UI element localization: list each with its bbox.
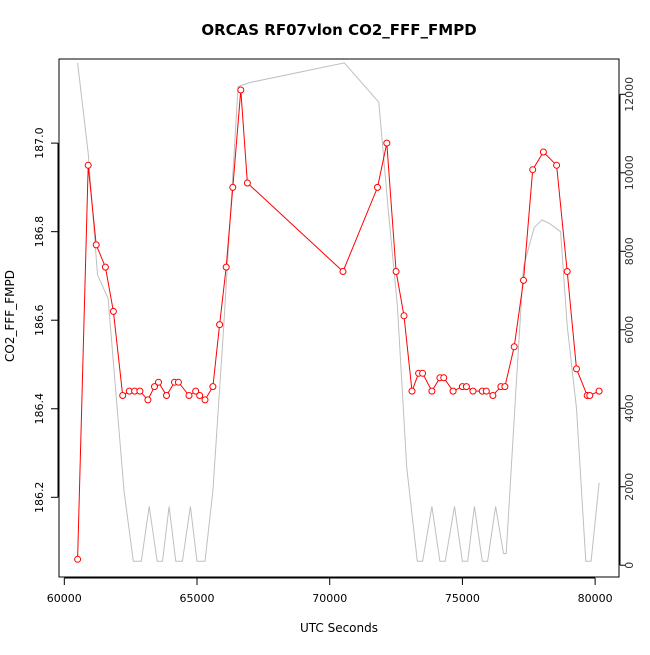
data-point xyxy=(163,392,170,399)
data-point xyxy=(339,268,347,275)
data-point xyxy=(400,312,408,320)
y2-tick-label: 10000 xyxy=(623,155,636,190)
data-point xyxy=(440,374,448,382)
data-point xyxy=(489,392,497,399)
data-point xyxy=(529,166,537,174)
y2-tick-label: 4000 xyxy=(623,394,636,422)
y-tick-label: 186.8 xyxy=(33,216,46,248)
data-point xyxy=(573,365,580,373)
data-point xyxy=(209,383,217,391)
plot-frame xyxy=(58,58,620,578)
data-point xyxy=(392,268,400,275)
data-point xyxy=(462,383,470,391)
y-tick-label: 186.6 xyxy=(33,304,46,336)
data-point xyxy=(563,268,571,275)
data-point xyxy=(229,183,237,191)
data-point xyxy=(501,383,509,391)
data-point xyxy=(84,161,92,169)
data-point xyxy=(216,321,224,329)
y-tick-label: 186.2 xyxy=(33,482,46,514)
y2-tick-label: 8000 xyxy=(623,237,636,265)
data-point xyxy=(151,383,158,391)
data-point xyxy=(136,387,144,395)
data-point xyxy=(449,387,457,395)
data-point xyxy=(201,396,209,404)
secondary-series-line xyxy=(77,62,600,562)
data-point xyxy=(595,387,603,395)
x-tick-label: 75000 xyxy=(445,592,480,605)
data-point xyxy=(510,343,518,351)
y2-tick-label: 12000 xyxy=(623,77,636,112)
data-point xyxy=(74,555,82,563)
data-point xyxy=(109,307,117,315)
y-tick-label: 187.0 xyxy=(33,127,46,159)
data-point xyxy=(482,387,490,395)
x-tick-label: 60000 xyxy=(47,592,82,605)
data-point xyxy=(185,392,193,399)
y-axis-label: CO2_FFF_FMPD xyxy=(3,270,17,362)
x-tick-label: 65000 xyxy=(180,592,215,605)
data-point xyxy=(101,263,109,271)
x-tick-label: 80000 xyxy=(578,592,613,605)
data-point xyxy=(428,387,436,395)
data-point xyxy=(419,369,427,377)
data-point xyxy=(155,378,162,386)
data-point xyxy=(374,183,381,191)
series-layer xyxy=(74,62,603,563)
data-point xyxy=(237,86,245,94)
axes: 60000 65000 70000 75000 80000186.2186.4186.6… xyxy=(33,77,636,605)
data-point xyxy=(383,139,391,147)
x-axis-label: UTC Seconds xyxy=(300,621,378,635)
data-point xyxy=(586,392,594,399)
chart-title: ORCAS RF07vlon CO2_FFF_FMPD xyxy=(201,21,476,39)
data-point xyxy=(243,179,251,187)
data-point xyxy=(469,387,477,395)
y-tick-label: 186.4 xyxy=(33,393,46,425)
y2-tick-label: 6000 xyxy=(623,316,636,344)
data-point xyxy=(174,378,182,386)
data-point xyxy=(408,387,416,395)
data-point xyxy=(222,263,230,271)
x-tick-label: 70000 xyxy=(312,592,347,605)
data-point xyxy=(119,392,127,399)
data-point xyxy=(539,148,547,156)
data-point xyxy=(192,387,200,395)
y2-tick-label: 0 xyxy=(623,562,636,569)
data-point xyxy=(196,392,204,399)
data-point xyxy=(144,396,152,404)
data-point xyxy=(92,241,100,249)
data-point xyxy=(553,161,561,169)
y2-tick-label: 2000 xyxy=(623,473,636,501)
data-point xyxy=(520,276,527,284)
